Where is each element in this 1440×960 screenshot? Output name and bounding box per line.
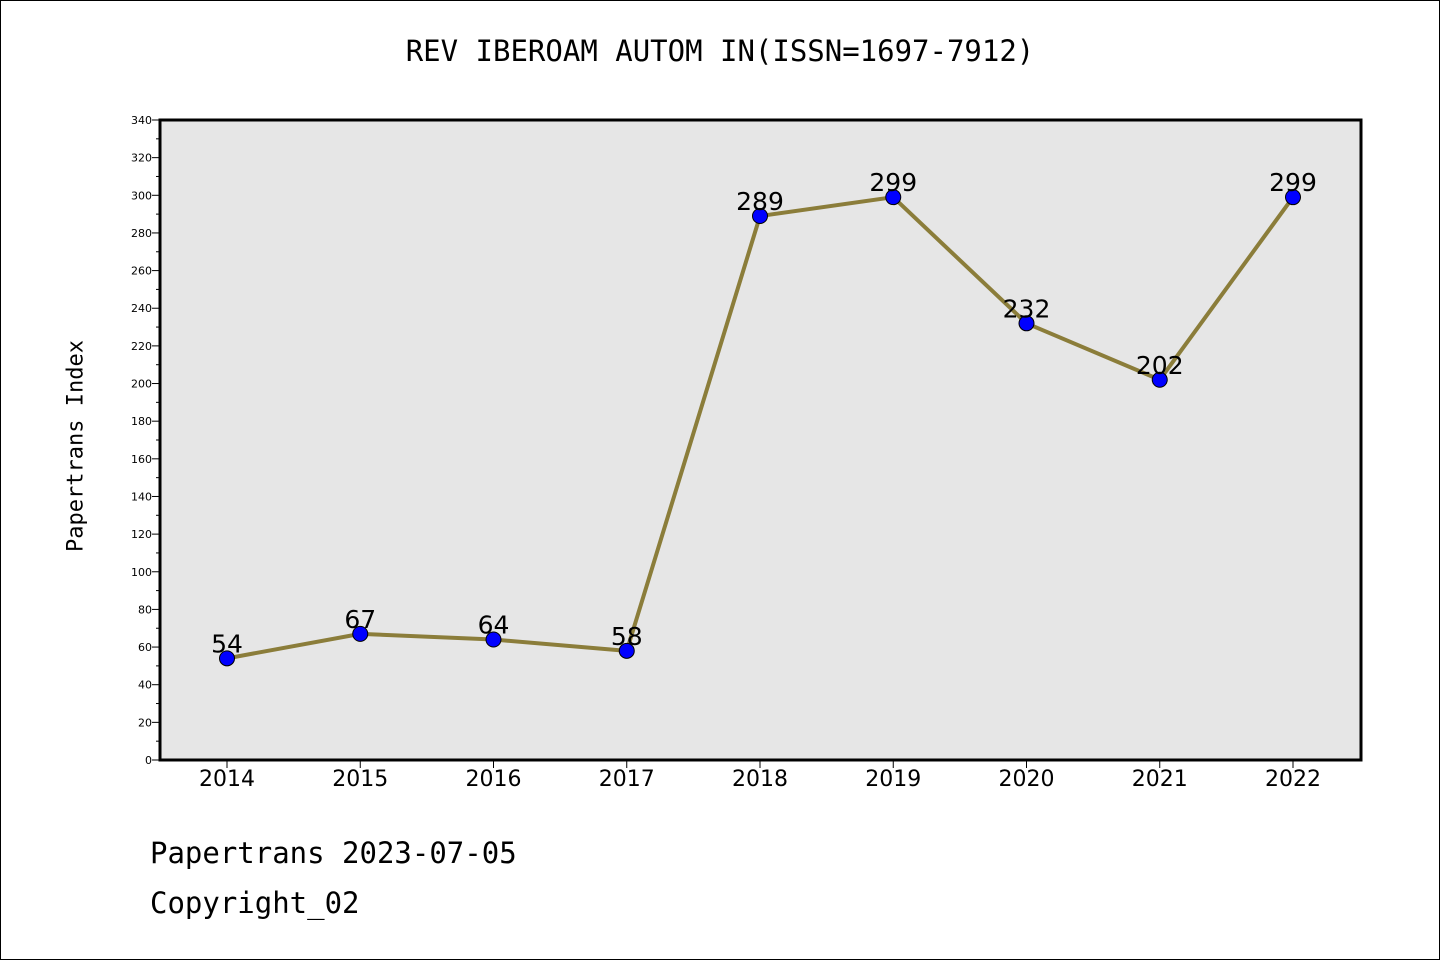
y-tick-label: 180 [131,415,152,428]
data-point [485,631,502,648]
y-tick-label: 240 [131,302,152,315]
x-tick-label: 2014 [199,767,255,792]
data-label: 58 [611,622,643,651]
y-tick-label: 80 [138,603,152,616]
x-tick-label: 2022 [1265,767,1321,792]
y-axis: 0 20 40 60 80 100 120 140 160 180 200 220 240 260 280 3… [131,114,160,767]
data-label: 202 [1136,351,1184,380]
x-tick-label: 2020 [999,767,1055,792]
y-tick-label: 100 [131,566,152,579]
y-tick-label: 300 [131,189,152,202]
y-tick-label: 40 [138,679,152,692]
y-tick-label: 160 [131,453,152,466]
y-tick-label: 340 [131,114,152,127]
data-label: 64 [478,611,510,640]
data-label-group: 54 67 64 58 289 299 232 202 299 [211,168,1317,658]
x-tick-label: 2017 [599,767,655,792]
y-tick-label: 60 [138,641,152,654]
data-label: 67 [344,605,376,634]
data-point [1285,189,1301,206]
data-point [1151,371,1168,388]
data-point [1018,315,1035,332]
x-tick-label: 2016 [466,767,522,792]
data-label: 299 [869,168,917,197]
data-label: 54 [211,629,243,658]
y-tick-label: 20 [138,716,152,729]
data-point [352,625,369,642]
y-tick-label: 260 [131,265,152,278]
y-tick-label: 0 [145,754,152,767]
x-axis: 2014 2015 2016 2017 2018 2019 2020 2021 2022 [199,760,1321,792]
footer-copyright: Copyright_02 [150,886,360,920]
data-point [618,642,635,659]
y-tick-label: 200 [131,378,152,391]
data-point [752,208,768,224]
x-tick-label: 2021 [1132,767,1188,792]
y-tick-label: 320 [131,152,152,165]
data-label: 299 [1269,168,1317,197]
data-point [885,189,902,206]
series-marker-group [219,189,1301,667]
y-tick-label: 220 [131,340,152,353]
y-tick-label: 120 [131,528,152,541]
footer-date: Papertrans 2023-07-05 [150,836,517,870]
data-label: 232 [1003,294,1051,323]
y-tick-label: 140 [131,490,152,503]
chart-title: REV IBEROAM AUTOM IN(ISSN=1697-7912) [405,34,1035,68]
data-point [219,650,235,667]
y-tick-label: 280 [131,227,152,240]
x-tick-label: 2019 [865,767,921,792]
x-tick-label: 2015 [332,767,388,792]
data-label: 289 [736,187,784,216]
x-tick-label: 2018 [732,767,788,792]
plot-area [158,118,1363,762]
